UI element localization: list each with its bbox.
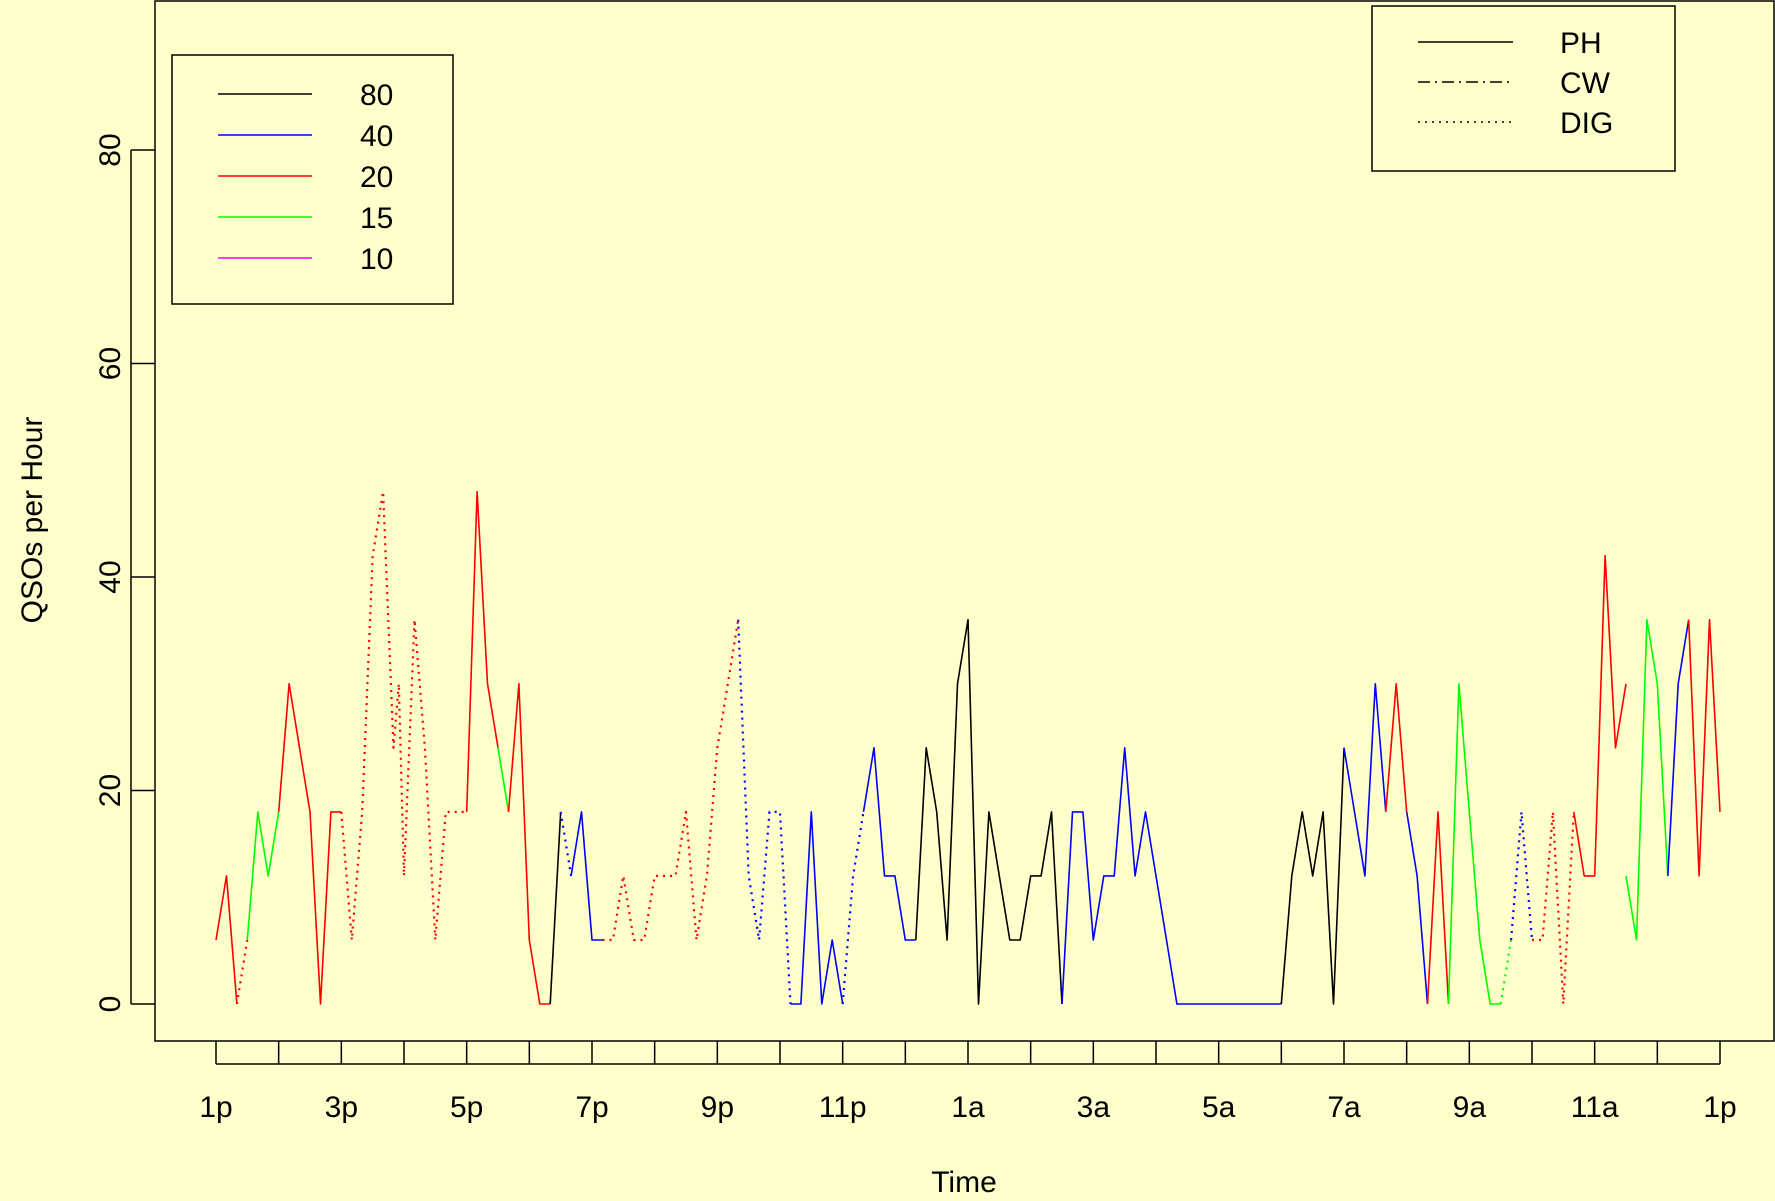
y-tick-label: 20 <box>94 774 127 807</box>
series-80-ph-16 <box>915 618 1063 1005</box>
series-80-ph-8 <box>549 811 562 1005</box>
series-40-ph-17 <box>1061 746 1282 1005</box>
y-axis-title: QSOs per Hour <box>16 417 49 624</box>
band-legend: 80 40 20 15 10 <box>171 54 454 305</box>
mode-legend-label: CW <box>1560 67 1611 100</box>
plot-lines <box>215 490 1721 1006</box>
band-legend-label: 20 <box>360 161 393 194</box>
series-40-ph-13 <box>790 811 844 1005</box>
series-20-ph-22 <box>1426 811 1450 1005</box>
y-tick-label: 80 <box>94 133 127 166</box>
series-20-ph-30 <box>1687 618 1721 877</box>
series-20-ph-5 <box>465 490 499 812</box>
mode-legend: PH CW DIG <box>1371 5 1676 172</box>
x-axis: 1p 3p 5p 7p 9p 11p 1a 3a 5a 7a 9a 11a 1p <box>199 1041 1737 1124</box>
x-tick-label: 3p <box>325 1091 358 1124</box>
series-20-ph-20 <box>1385 682 1408 812</box>
plot-area-frame <box>154 0 1775 1042</box>
series-20-ph-7 <box>507 682 551 1005</box>
series-20-dig-26 <box>1532 810 1575 1006</box>
series-40-ph-19 <box>1343 682 1387 877</box>
series-40-dig-12 <box>737 619 792 1005</box>
band-legend-label: 10 <box>360 243 393 276</box>
mode-legend-label: PH <box>1560 27 1602 60</box>
series-15-ph-28 <box>1625 618 1669 941</box>
mode-legend-entries: PH CW DIG <box>1418 27 1613 140</box>
band-legend-entries: 80 40 20 15 10 <box>218 79 393 276</box>
mode-legend-box <box>1371 5 1676 172</box>
series-20-dig-4 <box>340 490 467 942</box>
band-legend-label: 15 <box>360 202 393 235</box>
series-15-ph-2 <box>246 811 280 941</box>
x-tick-label: 7a <box>1327 1091 1361 1124</box>
x-tick-label: 1p <box>1703 1091 1736 1124</box>
x-tick-label: 7p <box>575 1091 608 1124</box>
series-20-dig-11 <box>602 619 740 942</box>
band-legend-box <box>171 54 454 305</box>
series-40-dig-14 <box>841 811 865 1005</box>
x-tick-label: 1p <box>199 1091 232 1124</box>
x-tick-label: 5p <box>450 1091 483 1124</box>
series-40-ph-15 <box>862 746 916 941</box>
series-20-ph-0 <box>215 875 238 1005</box>
series-40-dig-25 <box>1510 810 1534 941</box>
x-tick-label: 3a <box>1077 1091 1111 1124</box>
x-tick-label: 9a <box>1453 1091 1487 1124</box>
y-tick-label: 60 <box>94 347 127 380</box>
x-tick-label: 5a <box>1202 1091 1236 1124</box>
mode-legend-label: DIG <box>1560 107 1613 140</box>
band-legend-label: 80 <box>360 79 393 112</box>
series-20-ph-27 <box>1573 554 1627 877</box>
x-axis-title: Time <box>931 1166 997 1199</box>
series-15-ph-23 <box>1447 682 1501 1005</box>
series-40-ph-21 <box>1405 811 1429 1005</box>
series-40-ph-29 <box>1667 619 1690 876</box>
x-tick-label: 9p <box>701 1091 734 1124</box>
x-tick-label: 11p <box>819 1091 867 1124</box>
x-tick-label: 11a <box>1571 1091 1619 1124</box>
series-15-ph-6 <box>497 747 510 813</box>
series-20-ph-3 <box>277 682 342 1005</box>
series-80-ph-18 <box>1280 747 1345 1005</box>
band-legend-label: 40 <box>360 120 393 153</box>
series-40-ph-10 <box>570 811 603 941</box>
y-axis: 0 20 40 60 80 <box>94 133 155 1012</box>
y-tick-label: 0 <box>94 996 127 1013</box>
x-tick-label: 1a <box>951 1091 985 1124</box>
y-tick-label: 40 <box>94 560 127 593</box>
